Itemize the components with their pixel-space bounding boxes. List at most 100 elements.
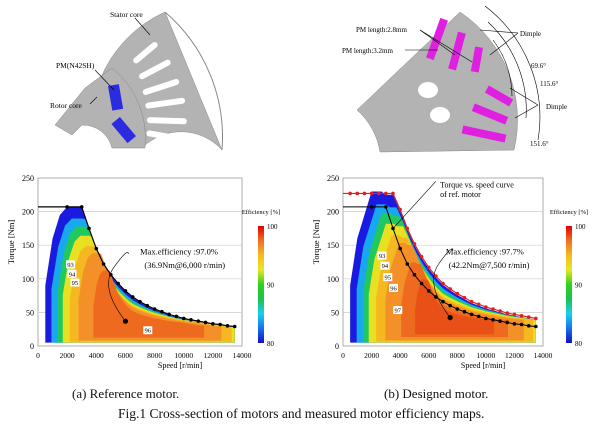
ref-curve-point	[512, 322, 517, 326]
ref-curve-point	[469, 312, 474, 317]
y-tick-label: 150	[22, 241, 34, 250]
curve-point	[196, 319, 201, 323]
x-tick-label: 8000	[147, 351, 162, 360]
y-tick-label: 50	[331, 308, 339, 317]
permanent-magnet	[111, 116, 136, 144]
curve-point	[534, 316, 538, 321]
curve-point	[484, 305, 488, 309]
y-tick-label: 250	[327, 174, 339, 183]
curve-point	[362, 191, 367, 196]
max-efficiency-detail: (36.9Nm@6,000 r/min)	[144, 260, 225, 270]
curve-point	[369, 191, 374, 196]
contour-label: 96	[145, 328, 152, 335]
efficiency-contour-band	[415, 279, 495, 335]
ref-curve-point	[498, 319, 502, 323]
x-tick-label: 4000	[89, 351, 104, 360]
curve-point	[384, 191, 388, 196]
y-tick-label: 0	[30, 342, 34, 351]
x-tick-label: 10000	[476, 351, 495, 360]
curve-point	[426, 265, 431, 270]
colorbar-tick-label: 80	[575, 340, 583, 348]
ref-curve-point	[519, 322, 524, 327]
curve-point	[211, 322, 215, 326]
curve-point	[441, 281, 445, 286]
max-efficiency-detail: (42.2Nm@7,500 r/min)	[449, 260, 530, 270]
contour-label: 93	[67, 262, 74, 269]
reference-efficiency-map: 0 50 100 150 200 250 0 2000 4000 6000 8000 10000 120…	[6, 174, 280, 370]
curve-point	[65, 205, 69, 209]
curve-point	[398, 207, 402, 212]
curve-point	[174, 314, 179, 319]
contour-label-bg	[143, 326, 153, 335]
max-efficiency-label: Max.efficiency :97.0%	[140, 247, 218, 257]
curve-point	[355, 191, 360, 196]
curve-point	[167, 312, 171, 317]
curve-point	[218, 322, 222, 327]
curve-point	[434, 274, 438, 278]
curve-point	[145, 303, 150, 308]
ref-curve-point	[505, 320, 510, 325]
curve-point	[462, 295, 467, 300]
curve-point	[412, 242, 417, 246]
torque-speed-curve	[343, 192, 536, 320]
contour-label: 96	[390, 285, 397, 292]
curve-point	[419, 254, 424, 259]
curve-point	[491, 307, 495, 311]
contour-label: 93	[379, 253, 386, 260]
x-tick-label: 8000	[450, 351, 465, 360]
x-tick-label: 12000	[505, 351, 524, 360]
angle-151-6-label: 151.6°	[530, 140, 549, 148]
curve-point	[79, 205, 84, 209]
ref-curve-label: of ref. motor	[440, 190, 481, 199]
pm-label: PM(N42SH)	[56, 61, 95, 70]
curve-point	[232, 324, 237, 329]
colorbar-tick-label: 100	[575, 223, 586, 231]
flux-barriers	[418, 82, 450, 123]
x-axis-label: Speed [r/min]	[461, 361, 506, 370]
x-tick-label: 14000	[233, 351, 252, 360]
permanent-magnet	[107, 84, 124, 111]
ref-curve-point	[534, 324, 538, 329]
curve-point	[448, 287, 452, 291]
colorbar-tick-label: 100	[267, 223, 278, 231]
curve-point	[116, 281, 120, 286]
y-tick-label: 100	[22, 275, 34, 284]
angle-69-6-label: 69.6°	[531, 62, 546, 70]
colorbar-label: Efficiency [%]	[242, 209, 280, 216]
dimple-label-top: Dimple	[520, 30, 541, 38]
stator-core-label: Stator core	[110, 10, 143, 19]
annotation-leader	[433, 248, 454, 318]
curve-point	[405, 226, 410, 231]
figure-caption: Fig.1 Cross-section of motors and measur…	[118, 406, 485, 421]
colorbar	[258, 226, 264, 343]
designed-efficiency-map: 0 50 100 150 200 250 0 2000 4000 6000 8000 10000 120…	[311, 174, 588, 370]
colorbar-tick-label: 80	[267, 340, 275, 348]
curve-point	[225, 324, 230, 328]
ref-curve-leader	[392, 181, 437, 229]
y-tick-label: 200	[327, 208, 339, 217]
curve-point	[130, 295, 135, 299]
designed-motor-cross-section: PM length:2.8mm PM length:3.2mm Dimple D…	[342, 5, 567, 153]
curve-point	[348, 191, 352, 196]
colorbar	[566, 226, 572, 343]
curve-point	[152, 307, 157, 311]
y-axis-label: Torque [Nm]	[311, 220, 321, 265]
curve-point	[376, 191, 381, 196]
y-tick-label: 200	[22, 208, 34, 217]
subcaption-a: (a) Reference motor.	[72, 386, 180, 401]
curve-point	[138, 299, 142, 304]
contour-label-bg	[389, 283, 398, 292]
colorbar-tick-label: 90	[267, 282, 275, 290]
contour-label-bg	[377, 251, 387, 260]
stator-slots	[133, 41, 187, 159]
x-axis-label: Speed [r/min]	[158, 361, 203, 370]
curve-point	[94, 246, 99, 251]
curve-point	[181, 316, 186, 321]
y-tick-label: 250	[22, 174, 34, 183]
contour-label: 95	[385, 275, 392, 282]
x-tick-label: 0	[341, 351, 345, 360]
annotation-leader	[108, 252, 129, 322]
colorbar-tick-label: 90	[575, 282, 583, 290]
ref-curve-point	[491, 317, 495, 322]
